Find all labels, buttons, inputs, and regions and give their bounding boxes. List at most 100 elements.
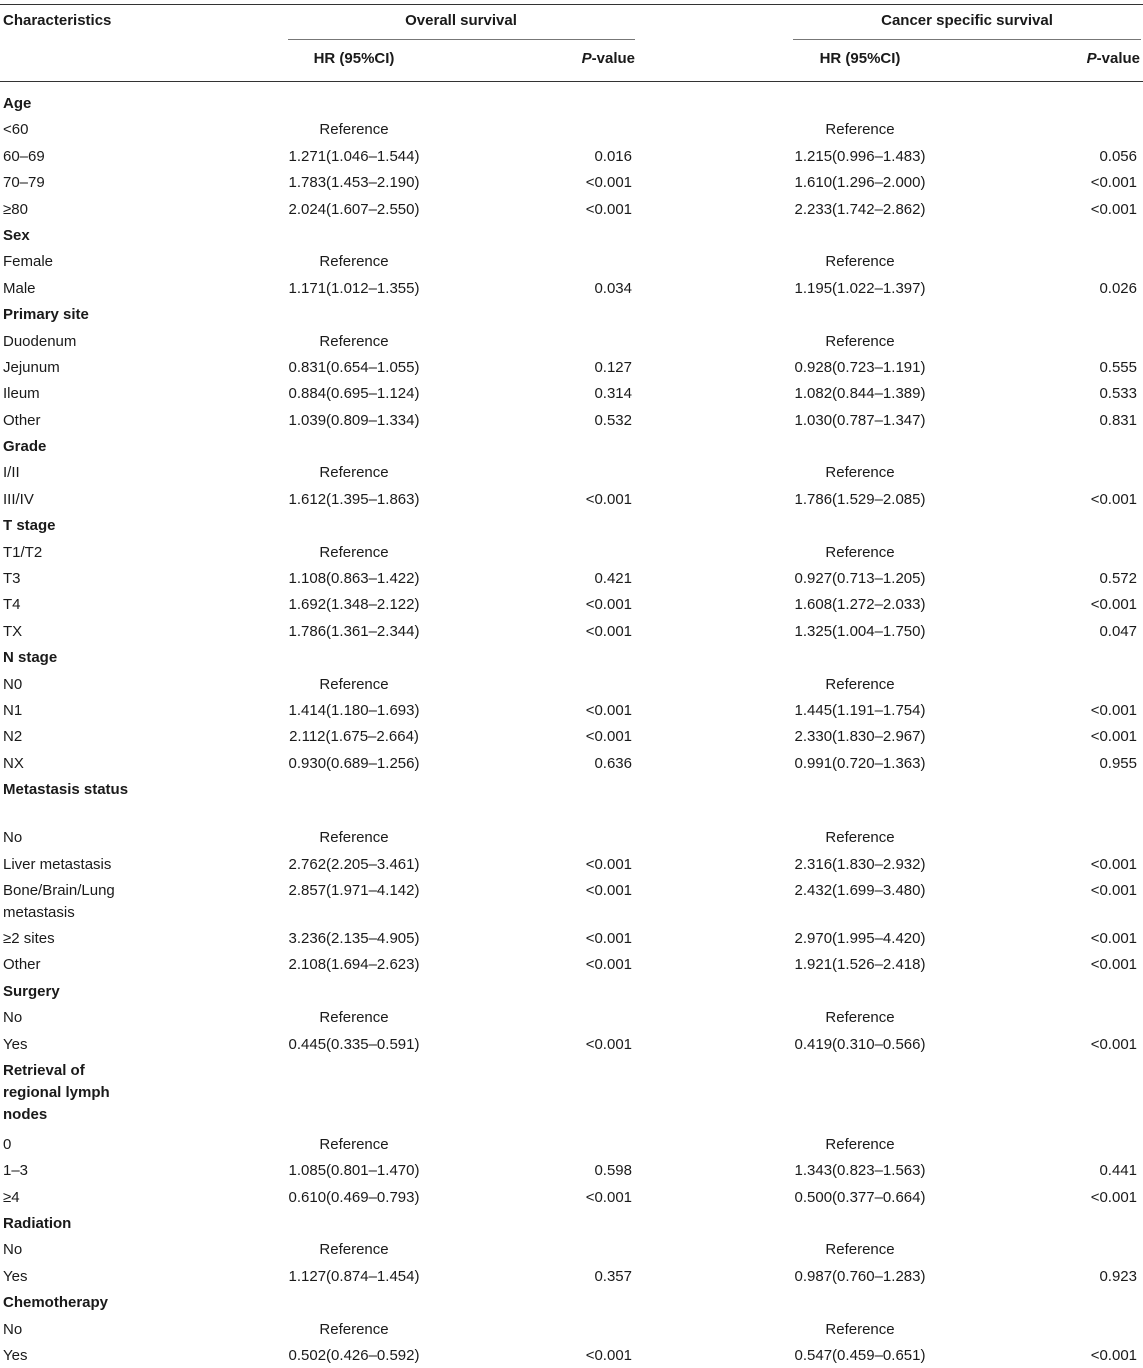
cancer-hr-cell: Reference (825, 1241, 895, 1259)
cancer-pvalue-cell: 0.831 (1099, 411, 1137, 429)
row-label: Male (3, 279, 36, 297)
overall-hr-cell: Reference (319, 121, 389, 139)
row-label: III/IV (3, 490, 34, 508)
overall-hr-cell: 1.171(1.012–1.355) (288, 279, 420, 297)
overall-pvalue-cell: 0.127 (594, 358, 632, 376)
overall-hr-cell: 0.445(0.335–0.591) (288, 1035, 420, 1053)
cancer-hr-cell: 2.970(1.995–4.420) (794, 929, 926, 947)
overall-hr-cell: 1.612(1.395–1.863) (288, 490, 420, 508)
overall-survival-underline (288, 39, 635, 40)
cancer-hr-cell: Reference (825, 464, 895, 482)
cancer-hr-cell: Reference (825, 121, 895, 139)
row-label: 1–3 (3, 1162, 29, 1180)
p-italic: P (581, 50, 592, 67)
overall-pvalue-cell: <0.001 (585, 881, 632, 899)
header-characteristics: Characteristics (3, 12, 112, 29)
overall-hr-cell: 1.039(0.809–1.334) (288, 411, 420, 429)
row-label: 0 (3, 1135, 12, 1153)
overall-pvalue-cell: 0.598 (594, 1162, 632, 1180)
overall-pvalue-cell: 0.532 (594, 411, 632, 429)
header-pvalue-overall: P-value (582, 50, 635, 67)
overall-hr-cell: 1.786(1.361–2.344) (288, 622, 420, 640)
table-row: N2 2.112(1.675–2.664) <0.001 2.330(1.830–2.… (0, 723, 1143, 749)
row-label: Yes (3, 1035, 28, 1053)
cancer-hr-cell: 2.330(1.830–2.967) (794, 728, 926, 746)
row-label: Yes (3, 1267, 28, 1285)
row-label: No (3, 829, 23, 847)
cancer-hr-cell: 1.343(0.823–1.563) (794, 1162, 926, 1180)
cancer-hr-cell: 1.445(1.191–1.754) (794, 701, 926, 719)
overall-hr-cell: Reference (319, 1009, 389, 1027)
overall-hr-cell: Reference (319, 675, 389, 693)
cancer-hr-cell: Reference (825, 332, 895, 350)
row-label: N0 (3, 675, 23, 693)
overall-hr-cell: 2.108(1.694–2.623) (288, 956, 420, 974)
overall-pvalue-cell: 0.636 (594, 754, 632, 772)
category-label: T stage (3, 517, 56, 535)
cancer-pvalue-cell: 0.533 (1099, 385, 1137, 403)
overall-pvalue-cell: 0.314 (594, 385, 632, 403)
row-label: Other (3, 411, 41, 429)
row-label: Other (3, 956, 41, 974)
table-row: Ileum 0.884(0.695–1.124) 0.314 1.082(0.844–… (0, 380, 1143, 406)
table-row: No Reference Reference (0, 824, 1143, 850)
cancer-pvalue-cell: 0.047 (1099, 622, 1137, 640)
overall-pvalue-cell: 0.357 (594, 1267, 632, 1285)
overall-pvalue-cell: <0.001 (585, 596, 632, 614)
cancer-pvalue-cell: <0.001 (1090, 174, 1137, 192)
row-label: Duodenum (3, 332, 77, 350)
header-pvalue-cancer: P-value (1087, 50, 1140, 67)
overall-hr-cell: 2.024(1.607–2.550) (288, 200, 420, 218)
category-row: Primary site (0, 301, 1143, 327)
table-row: N1 1.414(1.180–1.693) <0.001 1.445(1.191–1.… (0, 697, 1143, 723)
category-row: Surgery (0, 978, 1143, 1004)
overall-pvalue-cell: <0.001 (585, 1188, 632, 1206)
table-row: T3 1.108(0.863–1.422) 0.421 0.927(0.713–1.2… (0, 565, 1143, 591)
cancer-pvalue-cell: 0.026 (1099, 279, 1137, 297)
overall-hr-cell: Reference (319, 1241, 389, 1259)
table-row: Jejunum 0.831(0.654–1.055) 0.127 0.928(0.72… (0, 354, 1143, 380)
row-label: N1 (3, 701, 23, 719)
cancer-hr-cell: 0.991(0.720–1.363) (794, 754, 926, 772)
overall-pvalue-cell: 0.421 (594, 570, 632, 588)
table-row: Yes 0.445(0.335–0.591) <0.001 0.419(0.310–0… (0, 1031, 1143, 1057)
category-row: Chemotherapy (0, 1289, 1143, 1315)
row-label: No (3, 1009, 23, 1027)
cancer-pvalue-cell: <0.001 (1090, 1035, 1137, 1053)
overall-pvalue-cell: <0.001 (585, 174, 632, 192)
overall-hr-cell: 1.414(1.180–1.693) (288, 701, 420, 719)
overall-hr-cell: Reference (319, 829, 389, 847)
header-overall-survival: Overall survival (405, 12, 517, 29)
category-row: Retrieval of regional lymph nodes (0, 1057, 1143, 1131)
row-label: ≥2 sites (3, 929, 55, 947)
table-row: 0 Reference Reference (0, 1131, 1143, 1157)
cancer-pvalue-cell: <0.001 (1090, 728, 1137, 746)
cancer-pvalue-cell: <0.001 (1090, 1188, 1137, 1206)
cancer-hr-cell: 2.233(1.742–2.862) (794, 200, 926, 218)
row-label: ≥80 (3, 200, 28, 218)
row-label: Female (3, 253, 54, 271)
table-row: T1/T2 Reference Reference (0, 539, 1143, 565)
row-label: TX (3, 622, 23, 640)
row-label: <60 (3, 121, 29, 139)
header-cancer-specific-survival: Cancer specific survival (881, 12, 1053, 29)
overall-hr-cell: 0.884(0.695–1.124) (288, 385, 420, 403)
header-hr-overall: HR (95%CI) (313, 50, 395, 67)
overall-pvalue-cell: <0.001 (585, 490, 632, 508)
cancer-hr-cell: Reference (825, 1320, 895, 1338)
cancer-pvalue-cell: 0.555 (1099, 358, 1137, 376)
cancer-hr-cell: Reference (825, 675, 895, 693)
cancer-hr-cell: 0.500(0.377–0.664) (794, 1188, 926, 1206)
cancer-hr-cell: 1.921(1.526–2.418) (794, 956, 926, 974)
table-row: Male 1.171(1.012–1.355) 0.034 1.195(1.022–1… (0, 275, 1143, 301)
category-row: Sex (0, 222, 1143, 248)
overall-pvalue-cell: <0.001 (585, 622, 632, 640)
cancer-hr-cell: Reference (825, 1009, 895, 1027)
category-label: Grade (3, 438, 47, 456)
category-label: Retrieval of regional lymph nodes (3, 1061, 110, 1123)
overall-pvalue-cell: <0.001 (585, 200, 632, 218)
overall-hr-cell: Reference (319, 1135, 389, 1153)
header-bottom-rule (0, 81, 1143, 82)
cancer-hr-cell: Reference (825, 1135, 895, 1153)
cancer-hr-cell: Reference (825, 543, 895, 561)
